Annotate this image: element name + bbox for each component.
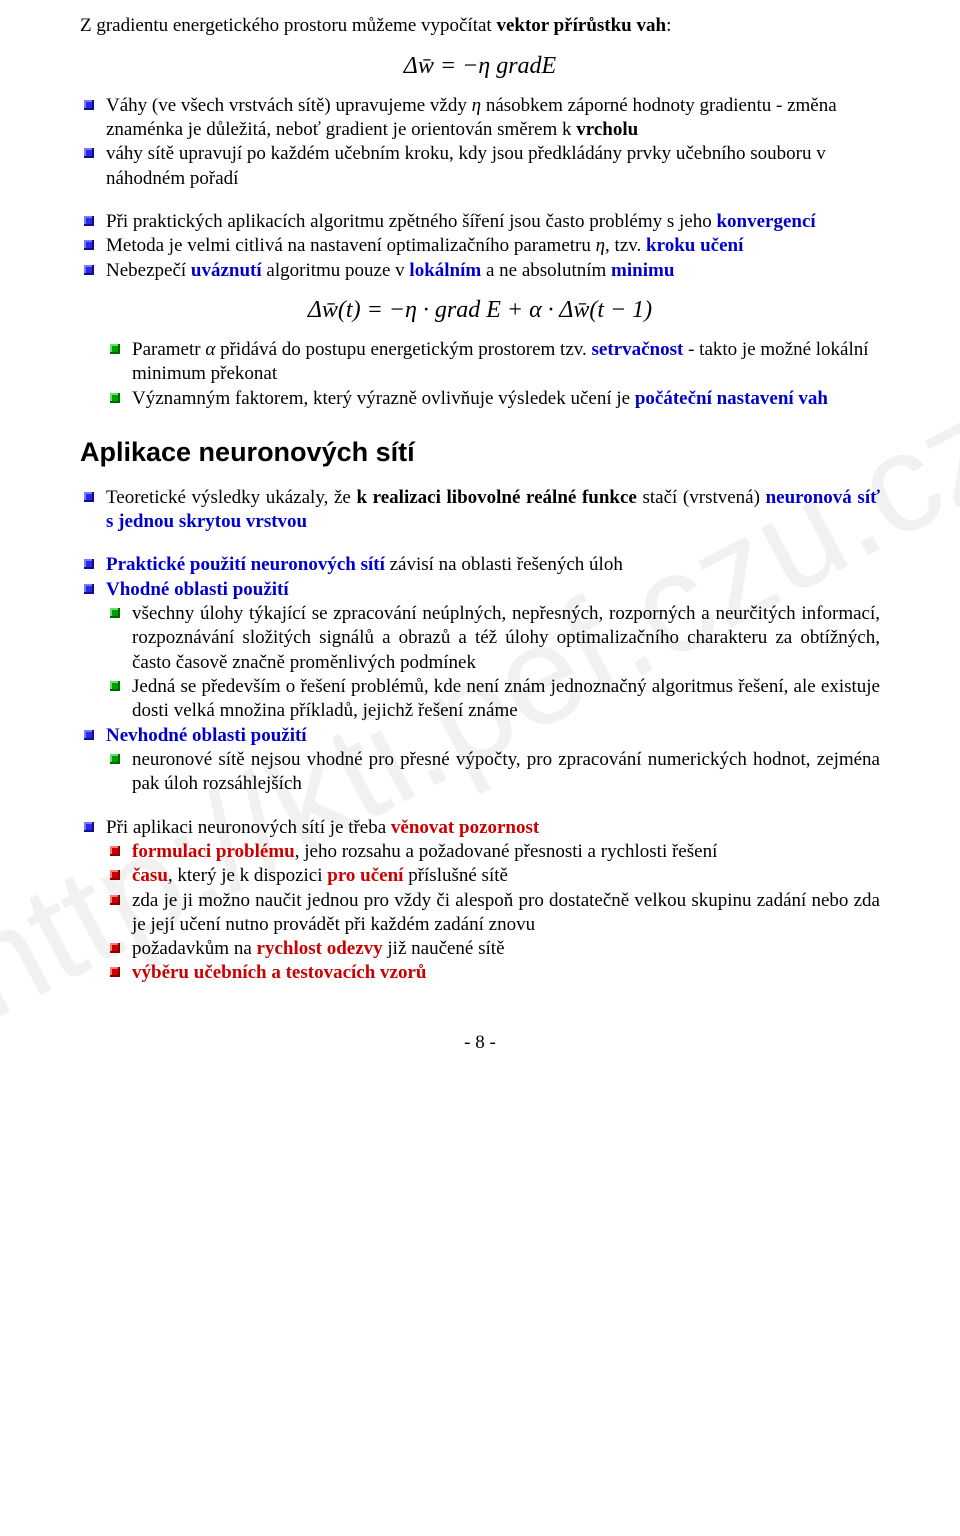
green-sub-1: všechny úlohy týkající se zpracování neú… — [106, 602, 880, 724]
t: závisí na oblasti řešených úloh — [385, 554, 623, 575]
vrcholu: vrcholu — [576, 119, 638, 140]
green-sub-1-item-1: Jedná se především o řešení problémů, kd… — [132, 675, 880, 724]
green-sub-2-item-0: neuronové sítě nejsou vhodné pro přesné … — [132, 748, 880, 797]
list-2-item-0: Teoretické výsledky ukázaly, že k realiz… — [106, 486, 880, 535]
list-1b-item-0: Při praktických aplikacích algoritmu zpě… — [106, 210, 880, 234]
equation-2: Δw̄(t) = −η · grad E + α · Δw̄(t − 1) — [80, 297, 880, 324]
green-sub-2: neuronové sítě nejsou vhodné pro přesné … — [106, 748, 880, 797]
red-sub-item-2: zda je ji možno naučit jednou pro vždy č… — [132, 889, 880, 938]
red-sub: formulaci problému, jeho rozsahu a požad… — [106, 840, 880, 986]
t: a ne absolutním — [481, 260, 611, 281]
prakticke-pouziti: Praktické použití neuronových sítí — [106, 554, 385, 575]
t: Váhy (ve všech vrstvách sítě) upravujeme… — [106, 95, 472, 116]
intro-paragraph: Z gradientu energetického prostoru můžem… — [80, 14, 880, 39]
pocatecni-nastaveni-vah: počáteční nastavení vah — [635, 388, 828, 409]
kroku-uceni: kroku učení — [646, 235, 743, 256]
list-1: Váhy (ve všech vrstvách sítě) upravujeme… — [80, 94, 880, 191]
t: již naučené sítě — [383, 938, 505, 959]
list-2b-item-1: Vhodné oblasti použití všechny úlohy týk… — [106, 578, 880, 724]
equation-1: Δw̄ = −η gradE — [80, 53, 880, 80]
page-content: Z gradientu energetického prostoru můžem… — [80, 14, 880, 1054]
eta: η — [596, 235, 605, 256]
uvaznuti: uváznutí — [191, 260, 262, 281]
red-sub-item-0: formulaci problému, jeho rozsahu a požad… — [132, 840, 880, 864]
list-1b: Při praktických aplikacích algoritmu zpě… — [80, 210, 880, 283]
t: Nebezpečí — [106, 260, 191, 281]
lokalnim: lokálním — [409, 260, 481, 281]
t: Při aplikaci neuronových sítí je třeba — [106, 817, 391, 838]
list-1b-item-1: Metoda je velmi citlivá na nastavení opt… — [106, 234, 880, 258]
vyberu-vzoru: výběru učebních a testovacích vzorů — [132, 962, 426, 983]
pro-uceni: pro učení — [327, 865, 403, 886]
list-2b: Praktické použití neuronových sítí závis… — [80, 553, 880, 796]
green-sub-1-item-0: všechny úlohy týkající se zpracování neú… — [132, 602, 880, 675]
t: , tzv. — [605, 235, 646, 256]
t: algoritmu pouze v — [262, 260, 410, 281]
t: , jeho rozsahu a požadované přesnosti a … — [295, 841, 718, 862]
t: Metoda je velmi citlivá na nastavení opt… — [106, 235, 596, 256]
green-list-1-item-1: Významným faktorem, který výrazně ovlivň… — [132, 387, 880, 411]
list-2b-item-2: Nevhodné oblasti použití neuronové sítě … — [106, 724, 880, 797]
formulaci-problemu: formulaci problému — [132, 841, 295, 862]
vhodne-oblasti: Vhodné oblasti použití — [106, 579, 289, 600]
list-2c-item-0: Při aplikaci neuronových sítí je třeba v… — [106, 816, 880, 986]
t: příslušné sítě — [403, 865, 508, 886]
alpha: α — [205, 339, 215, 360]
red-sub-item-4: výběru učebních a testovacích vzorů — [132, 961, 880, 985]
t: Teoretické výsledky ukázaly, že — [106, 487, 356, 508]
t: Parametr — [132, 339, 205, 360]
t: přidává do postupu energetickým prostore… — [215, 339, 591, 360]
eta: η — [472, 95, 481, 116]
t: požadavkům na — [132, 938, 257, 959]
intro-bold: vektor přírůstku vah — [496, 15, 666, 36]
konvergenci: konvergencí — [716, 211, 815, 232]
list-2: Teoretické výsledky ukázaly, že k realiz… — [80, 486, 880, 535]
venovat-pozornost: věnovat pozornost — [391, 817, 539, 838]
red-sub-item-1: času, který je k dispozici pro učení pří… — [132, 864, 880, 888]
minimu: minimu — [611, 260, 674, 281]
t: Významným faktorem, který výrazně ovlivň… — [132, 388, 635, 409]
section-heading: Aplikace neuronových sítí — [80, 437, 880, 468]
list-2b-item-0: Praktické použití neuronových sítí závis… — [106, 553, 880, 577]
intro-post: : — [666, 15, 671, 36]
green-list-1-item-0: Parametr α přidává do postupu energetick… — [132, 338, 880, 387]
list-1-item-1: váhy sítě upravují po každém učebním kro… — [106, 142, 880, 191]
t: stačí (vrstvená) — [637, 487, 766, 508]
page-number: - 8 - — [80, 1032, 880, 1054]
t: , který je k dispozici — [168, 865, 327, 886]
green-list-1: Parametr α přidává do postupu energetick… — [80, 338, 880, 411]
nevhodne-oblasti: Nevhodné oblasti použití — [106, 725, 307, 746]
red-sub-item-3: požadavkům na rychlost odezvy již naučen… — [132, 937, 880, 961]
list-2c: Při aplikaci neuronových sítí je třeba v… — [80, 816, 880, 986]
rychlost-odezvy: rychlost odezvy — [257, 938, 383, 959]
setrvacnost: setrvačnost — [592, 339, 684, 360]
list-1b-item-2: Nebezpečí uváznutí algoritmu pouze v lok… — [106, 259, 880, 283]
t: Při praktických aplikacích algoritmu zpě… — [106, 211, 716, 232]
list-1-item-0: Váhy (ve všech vrstvách sítě) upravujeme… — [106, 94, 880, 143]
bold: k realizaci libovolné reálné funkce — [356, 487, 636, 508]
casu: času — [132, 865, 168, 886]
intro-pre: Z gradientu energetického prostoru můžem… — [80, 15, 496, 36]
